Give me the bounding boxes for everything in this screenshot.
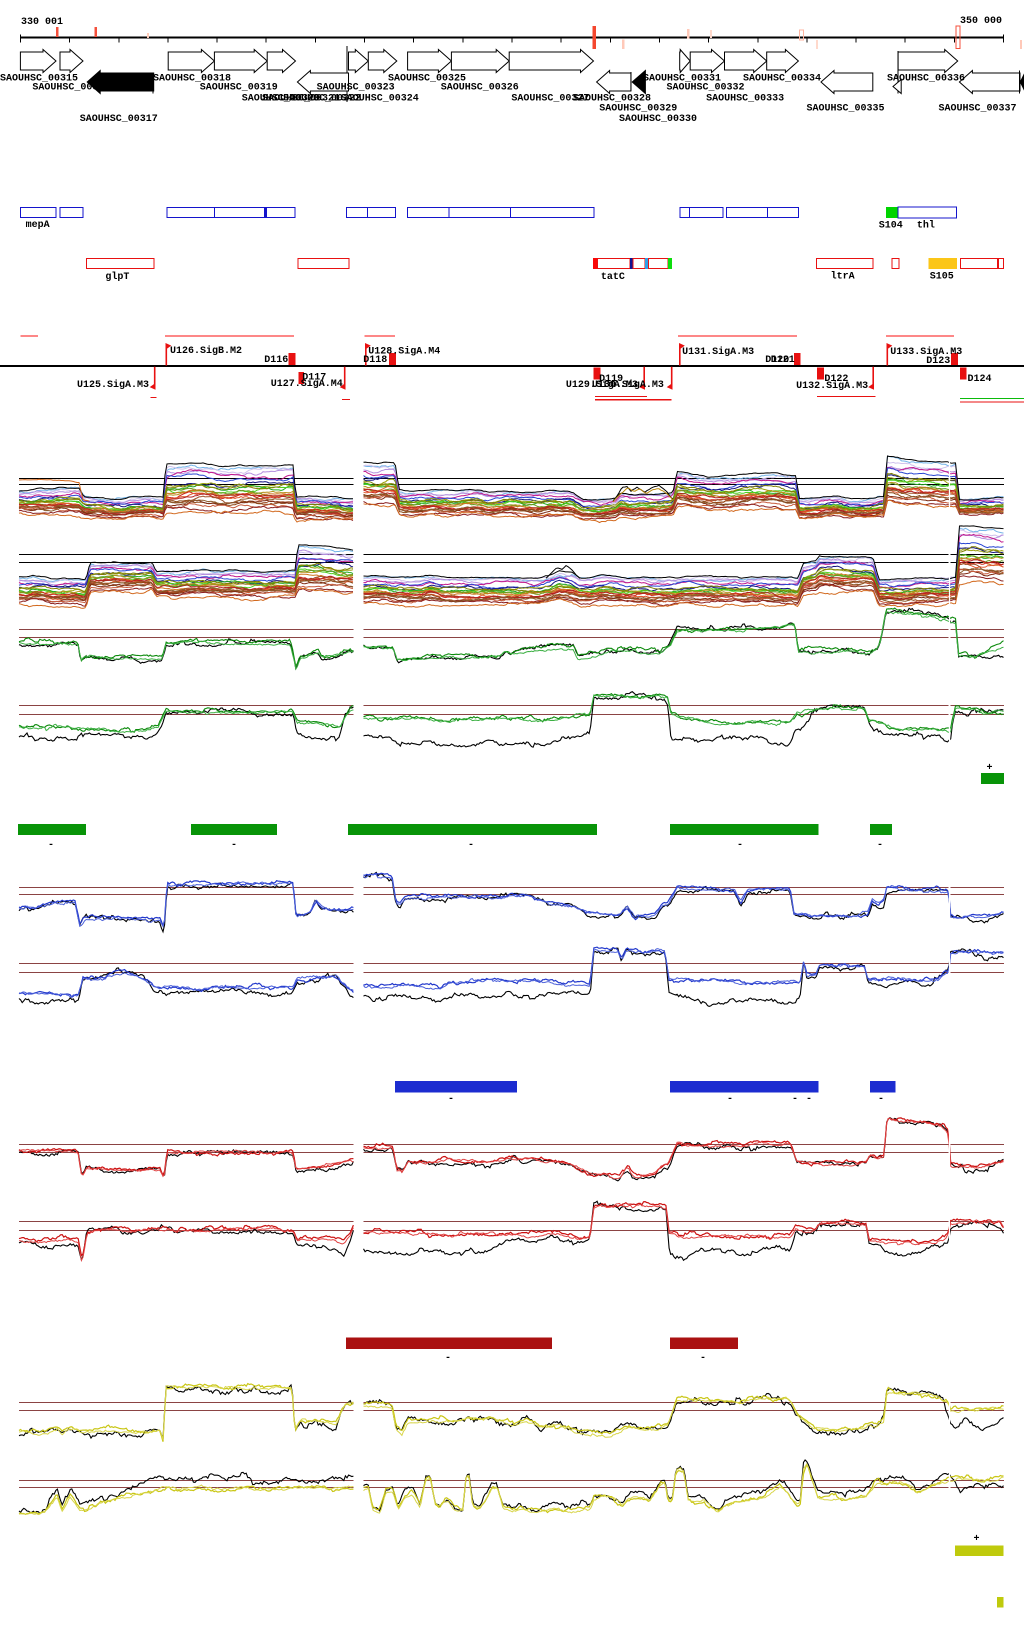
svg-text:U129.SigA.M3: U129.SigA.M3 [566,379,638,391]
svg-text:U126.SigB.M2: U126.SigB.M2 [170,345,242,357]
svg-text:SAOUHSC_00325: SAOUHSC_00325 [388,74,466,85]
svg-text:SAOUHSC_00329: SAOUHSC_00329 [599,104,677,115]
svg-text:ltrA: ltrA [831,271,855,283]
svg-text:-: - [737,840,743,851]
svg-text:SAOUHSC_00336: SAOUHSC_00336 [887,74,965,85]
svg-text:SAOUHSC_00333: SAOUHSC_00333 [706,94,784,105]
svg-text:U127.SigA.M4: U127.SigA.M4 [271,378,343,390]
svg-text:-: - [700,1353,706,1364]
svg-text:D123: D123 [926,356,950,367]
svg-text:D116: D116 [264,355,288,366]
svg-text:D122: D122 [824,374,848,385]
svg-text:SAOUHSC_00331: SAOUHSC_00331 [643,74,721,85]
svg-text:-: - [445,1353,451,1364]
svg-text:-: - [727,1094,733,1105]
svg-text:SAOUHSC_00332: SAOUHSC_00332 [667,83,745,94]
svg-text:-: - [877,840,883,851]
svg-text:D119: D119 [599,374,623,385]
svg-text:350 000: 350 000 [960,16,1002,27]
svg-text:thl: thl [917,220,935,232]
svg-text:mepA: mepA [26,220,50,231]
svg-text:SAOUHSC_00315: SAOUHSC_00315 [0,74,78,85]
svg-text:-: - [806,1094,812,1105]
svg-text:SAOUHSC_00334: SAOUHSC_00334 [743,74,821,85]
svg-text:U125.SigA.M3: U125.SigA.M3 [77,379,149,391]
svg-text:U128.SigA.M4: U128.SigA.M4 [368,346,440,358]
svg-text:SAOUHSC_00328: SAOUHSC_00328 [573,94,651,105]
svg-text:-: - [468,840,474,851]
svg-text:SAOUHSC_00322: SAOUHSC_00322 [283,94,361,105]
svg-text:-: - [231,840,237,851]
svg-text:SAOUHSC_00321: SAOUHSC_00321 [262,94,340,105]
svg-text:D120: D120 [765,355,789,366]
svg-text:SAOUHSC_00324: SAOUHSC_00324 [341,94,419,105]
svg-text:330 001: 330 001 [21,17,63,28]
svg-text:-: - [792,1094,798,1105]
svg-text:D124: D124 [968,374,992,385]
svg-text:SAOUHSC_00326: SAOUHSC_00326 [441,83,519,94]
svg-text:+: + [974,1534,980,1545]
svg-text:SAOUHSC_00330: SAOUHSC_00330 [619,114,697,125]
svg-text:U132.SigA.M3: U132.SigA.M3 [796,380,868,392]
svg-text:SAOUHSC_00316: SAOUHSC_00316 [32,83,110,94]
svg-text:S105: S105 [930,272,954,283]
svg-text:glpT: glpT [105,271,129,283]
svg-text:D118: D118 [363,355,387,366]
svg-text:SAOUHSC_00319: SAOUHSC_00319 [200,83,278,94]
svg-text:SAOUHSC_00317: SAOUHSC_00317 [80,114,158,125]
svg-text:SAOUHSC_00337: SAOUHSC_00337 [939,104,1017,115]
svg-text:U130.SigA.M3: U130.SigA.M3 [592,379,664,391]
svg-text:SAOUHSC_00335: SAOUHSC_00335 [807,104,885,115]
svg-text:SAOUHSC_00318: SAOUHSC_00318 [153,74,231,85]
svg-text:-: - [48,840,54,851]
svg-text:tatC: tatC [601,272,625,283]
svg-text:S104: S104 [879,221,903,232]
svg-text:SAOUHSC_00327: SAOUHSC_00327 [511,94,589,105]
svg-text:-: - [878,1094,884,1105]
svg-text:U131.SigA.M3: U131.SigA.M3 [682,346,754,358]
svg-text:+: + [987,763,993,774]
svg-text:SAOUHSC_00320: SAOUHSC_00320 [242,94,320,105]
svg-text:-: - [448,1094,454,1105]
svg-text:U133.SigA.M3: U133.SigA.M3 [890,346,962,358]
svg-text:D117: D117 [302,373,326,384]
svg-text:D121: D121 [771,355,795,366]
svg-text:SAOUHSC_00323: SAOUHSC_00323 [317,83,395,94]
